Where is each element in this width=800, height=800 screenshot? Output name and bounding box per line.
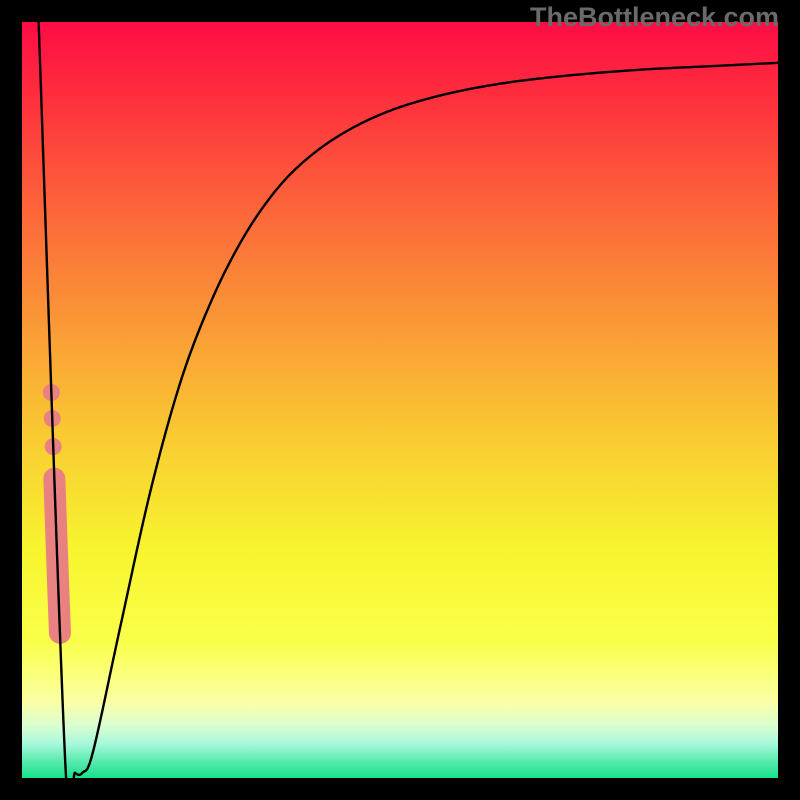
- bottleneck-curve-chart: [0, 0, 800, 800]
- chart-background: [22, 22, 778, 778]
- watermark-label: TheBottleneck.com: [530, 2, 779, 33]
